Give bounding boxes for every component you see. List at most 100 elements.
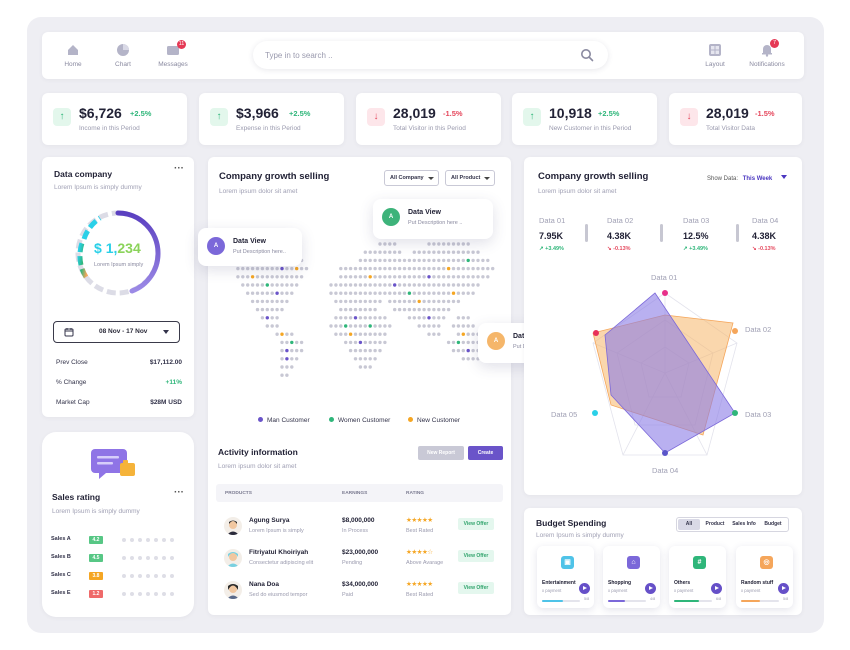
play-icon[interactable] [579, 583, 590, 594]
budget-item-shopping[interactable]: ⌂ Shopping x payment 4/8 [603, 546, 660, 608]
map-dot [417, 283, 421, 287]
radar-axis-label: Data 03 [745, 410, 772, 419]
map-dot [471, 250, 475, 254]
map-dot [373, 324, 377, 328]
map-dot [402, 307, 407, 312]
legend-label: New Customer [417, 417, 460, 424]
company-filter-value: All Company [390, 175, 424, 181]
nav-chart[interactable]: Chart [98, 32, 148, 79]
radar-chart [592, 290, 738, 456]
map-dot [378, 299, 382, 304]
table-row: Agung Surya Lorem Ipsum is simply $8,000… [224, 514, 501, 544]
budget-item-entertainment[interactable]: ▣ Entertainment x payment 5/8 [537, 546, 594, 608]
map-dot [270, 266, 274, 271]
sales-row: Sales C 3.8 [51, 572, 181, 582]
date-range-picker[interactable]: 08 Nov - 17 Nov [53, 321, 180, 343]
search-icon[interactable] [580, 48, 594, 62]
budget-item-random-stuff[interactable]: ◎ Random stuff x payment 5/8 [736, 546, 793, 608]
budget-subtitle: Lorem Ipsum is simply dummy [536, 532, 624, 539]
popup-title: Data View [408, 209, 441, 216]
tab-sales-info[interactable]: Sales Info [732, 521, 756, 527]
company-filter-dropdown[interactable]: All Company [384, 170, 439, 186]
map-dot [388, 266, 392, 271]
map-dot [339, 299, 343, 304]
metric-change: ↘ -0.13% [607, 246, 631, 252]
map-dot [446, 299, 451, 304]
stat-value: $6,726 [79, 105, 122, 121]
data-view-popup[interactable]: A Data View Put Description here.. [198, 228, 302, 266]
map-dot [285, 291, 289, 295]
nav-notifications[interactable]: 7 Notifications [742, 32, 792, 79]
map-dot [363, 365, 367, 369]
nav-messages[interactable]: 11 Messages [148, 32, 198, 79]
top-navigation-bar: Home Chart 11 Messages Layout 7 Notifica… [42, 32, 804, 79]
map-dot [432, 299, 436, 304]
map-dot [412, 283, 416, 287]
stat-card-income: ↑ $6,726 +2.5% Income in this Period [42, 93, 187, 145]
map-dot [437, 242, 441, 246]
stat-label: Total Visitor Data [706, 125, 756, 132]
product-filter-dropdown[interactable]: All Product [445, 170, 495, 186]
map-dot [368, 299, 372, 304]
map-dot [407, 275, 412, 279]
map-dot [344, 324, 348, 328]
map-dot [270, 324, 274, 328]
tab-all[interactable]: All [678, 519, 700, 530]
play-icon[interactable] [711, 583, 722, 594]
stat-card-new-customer: ↑ 10,918 +2.5% New Customer in this Peri… [512, 93, 657, 145]
map-dot [451, 275, 456, 279]
map-dot [422, 258, 426, 263]
map-dot [260, 299, 265, 304]
show-data-selector[interactable]: Show Data: This Week [707, 175, 787, 182]
radar-card-title: Company growth selling [538, 171, 649, 182]
map-dot [378, 316, 382, 320]
product-name: Nana Doa [249, 581, 279, 588]
map-dot [353, 357, 358, 361]
map-dot [378, 275, 382, 279]
new-report-button[interactable]: New Report [418, 446, 464, 460]
tab-budget[interactable]: Budget [764, 521, 782, 527]
view-offer-button[interactable]: View Offer [458, 518, 494, 530]
map-dot [290, 365, 294, 369]
map-dot [299, 348, 304, 353]
map-dot [246, 283, 250, 287]
map-dot [270, 283, 274, 287]
map-dot [383, 250, 387, 254]
row-value: +11% [165, 379, 182, 386]
map-dot [422, 250, 426, 254]
nav-layout[interactable]: Layout [690, 32, 740, 79]
search-input[interactable] [265, 48, 565, 62]
map-dot [486, 275, 490, 279]
home-icon [68, 45, 78, 55]
view-offer-button[interactable]: View Offer [458, 550, 494, 562]
map-dot [461, 275, 465, 279]
map-dot [417, 299, 421, 304]
nav-home[interactable]: Home [48, 32, 98, 79]
tab-product[interactable]: Product [705, 521, 725, 527]
data-view-popup[interactable]: A Data View Put Description here .. [373, 199, 493, 239]
map-dot [353, 348, 358, 353]
map-dot [344, 340, 348, 345]
map-dot [471, 266, 475, 271]
radar-point [593, 330, 599, 336]
map-dot [353, 332, 358, 336]
stat-card-expense: ↑ $3,966 +2.5% Expense in this Period [199, 93, 344, 145]
arrow-up-icon: ↑ [523, 108, 541, 126]
earning-status: Pending [342, 560, 363, 566]
budget-item-others[interactable]: # Others x payment 6/8 [669, 546, 726, 608]
map-dot [481, 275, 485, 279]
create-button[interactable]: Create [468, 446, 503, 460]
play-icon[interactable] [778, 583, 789, 594]
rating-text: Best Rated [406, 592, 434, 598]
more-options-icon[interactable]: ··· [174, 163, 184, 174]
view-offer-button[interactable]: View Offer [458, 582, 494, 594]
map-dot [329, 324, 333, 328]
earning-status: Paid [342, 592, 354, 598]
map-dot [461, 250, 465, 254]
play-icon[interactable] [645, 583, 656, 594]
more-options-icon[interactable]: ··· [174, 487, 184, 498]
image-icon: ▣ [561, 556, 574, 569]
map-dot [368, 258, 372, 263]
map-dot [363, 332, 367, 336]
map-dot [466, 291, 470, 295]
